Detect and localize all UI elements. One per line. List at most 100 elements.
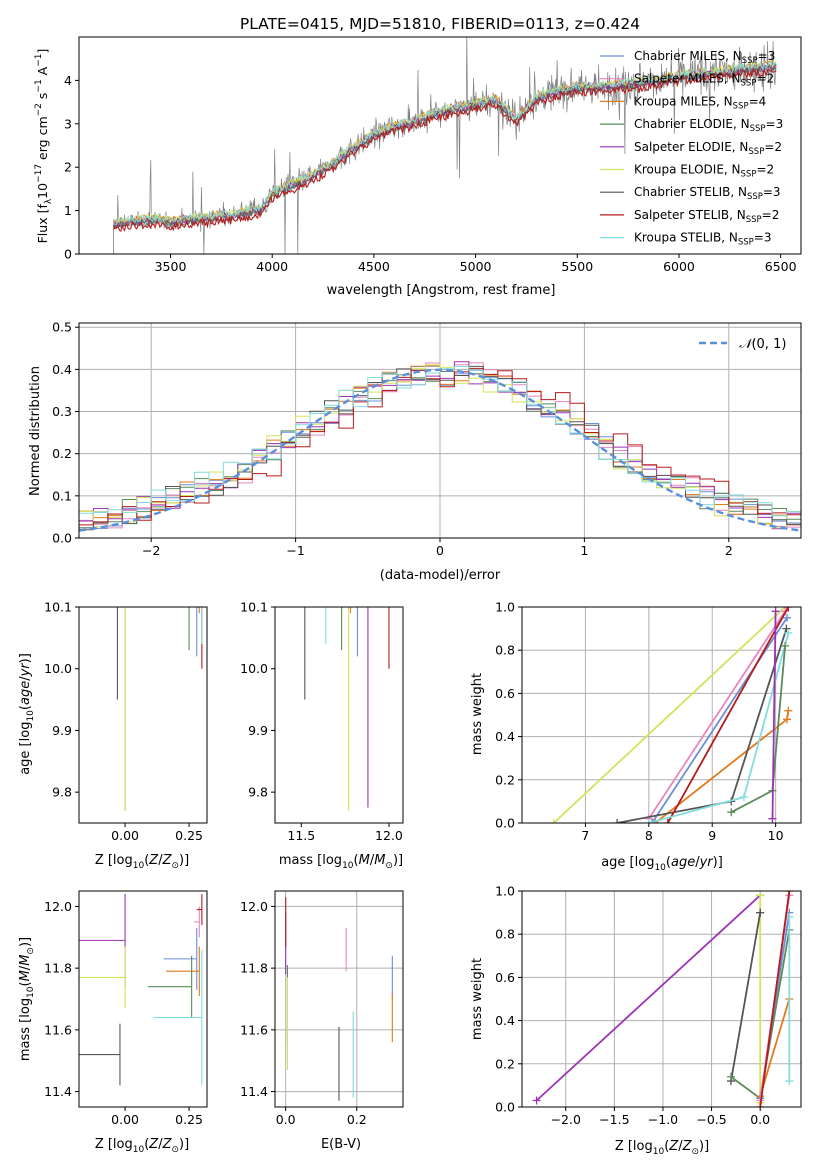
- x-tick-label: 0.25: [175, 828, 203, 843]
- errorbar-chabrier-stelib: [79, 1023, 121, 1086]
- y-tick-label: 12.0: [44, 899, 72, 914]
- mass-weight-vs-age-frame: [521, 606, 802, 824]
- weight-line-chabrier-miles: [651, 617, 788, 823]
- errorbar-salpeter-elodie: [367, 607, 369, 808]
- weight-line-salpeter-elodie: [771, 611, 777, 819]
- errorbar-kroupa-elodie: [348, 607, 350, 811]
- x-tick-label: 0.00: [111, 1112, 139, 1127]
- x-tick-label: 5000: [460, 259, 492, 274]
- legend-label-kroupa-stelib: Kroupa STELIB, NSSP=3: [634, 231, 772, 248]
- y-tick-label: 12.0: [240, 899, 268, 914]
- spectrum-panel: Chabrier MILES, NSSP=3 Salpeter MILES, NS…: [34, 36, 802, 298]
- y-tick-label: 0.2: [52, 446, 72, 461]
- weight-line-salpeter-stelib: [759, 891, 791, 1107]
- errorbar-chabrier-stelib: [116, 607, 118, 700]
- weight-marker-chabrier-elodie: [781, 641, 790, 650]
- errorbar-kroupa-miles: [166, 946, 200, 996]
- mass-vs-Z-panel: 0.00 0.25 11.4 11.6 11.8 12.0 Z [log10(Z/Z⊙)]…: [18, 890, 208, 1155]
- mass-weight-vs-age-ylabel: mass weight: [470, 673, 485, 755]
- residual-ylabel: Normed distribution: [28, 366, 43, 496]
- y-tick-label: 0.2: [495, 772, 515, 787]
- spectrum-legend: Chabrier MILES, NSSP=3 Salpeter MILES, NS…: [600, 49, 783, 248]
- weight-line-salpeter-miles: [648, 610, 786, 820]
- weight-marker-kroupa-miles: [651, 819, 660, 823]
- weight-line-kroupa-miles: [759, 998, 791, 1097]
- residual-xlabel: (data-model)/error: [380, 568, 501, 583]
- y-tick-label: 0.1: [52, 488, 72, 503]
- errorbar-salpeter-stelib: [388, 607, 390, 669]
- weight-line-chabrier-stelib: [730, 912, 762, 1082]
- errorbar-kroupa-stelib: [201, 607, 203, 645]
- errorbar-kroupa-stelib: [153, 949, 203, 1086]
- weight-marker-kroupa-elodie: [756, 891, 765, 900]
- legend-label-kroupa-miles: Kroupa MILES, NSSP=4: [634, 94, 766, 111]
- x-tick-label: 3500: [155, 259, 187, 274]
- legend-label-kroupa-elodie: Kroupa ELODIE, NSSP=2: [634, 163, 774, 180]
- y-tick-label: 11.4: [240, 1084, 268, 1099]
- errorbar-chabrier-miles: [356, 607, 358, 657]
- y-tick-label: 3: [64, 116, 72, 131]
- y-tick-label: 0.8: [495, 643, 515, 658]
- y-tick-label: 0.0: [495, 816, 515, 831]
- y-tick-label: 10.0: [44, 661, 72, 676]
- mass-weight-vs-Z-frame: [521, 890, 802, 1108]
- y-tick-label: 10.0: [240, 661, 268, 676]
- errorbar-kroupa-stelib: [325, 607, 327, 645]
- weight-marker-salpeter-elodie: [768, 814, 777, 823]
- weight-marker-salpeter-stelib: [785, 891, 794, 895]
- x-tick-label: 7: [581, 828, 589, 843]
- age-vs-mass-panel: 11.5 12.0 9.8 9.9 10.0 10.1 mass [log10(M/M⊙)…: [240, 600, 404, 871]
- weight-marker-chabrier-stelib: [613, 819, 622, 823]
- x-tick-label: 11.5: [287, 828, 315, 843]
- weight-marker-chabrier-miles: [647, 819, 656, 823]
- age-vs-mass-xlabel: mass [log10(M/M⊙)]: [279, 853, 403, 871]
- x-tick-label: 10: [768, 828, 784, 843]
- mass-weight-vs-Z-ylabel: mass weight: [470, 958, 485, 1040]
- y-tick-label: 0.4: [495, 729, 515, 744]
- age-vs-Z-panel: 0.00 0.25 9.8 9.9 10.0 10.1 Z [log10(Z/Z⊙)] a…: [18, 600, 208, 871]
- age-vs-Z-ylabel: age [log10(age/yr)]: [18, 653, 36, 775]
- y-tick-label: 11.6: [44, 1022, 72, 1037]
- legend-label-salpeter-stelib: Salpeter STELIB, NSSP=2: [634, 208, 779, 225]
- y-tick-label: 9.9: [52, 723, 72, 738]
- y-tick-label: 4: [64, 73, 72, 88]
- mass-vs-EBV-frame: [274, 890, 404, 1108]
- spectrum-xlabel: wavelength [Angstrom, rest frame]: [327, 283, 556, 298]
- y-tick-label: 9.9: [248, 723, 268, 738]
- x-tick-label: 0.2: [347, 1112, 367, 1127]
- y-tick-label: 0.3: [52, 404, 72, 419]
- errorbar-chabrier-elodie: [188, 607, 190, 651]
- y-tick-label: 1.0: [495, 884, 515, 899]
- x-tick-label: 5500: [561, 259, 593, 274]
- x-tick-label: 0.00: [111, 828, 139, 843]
- spectrum-frame: [78, 36, 802, 255]
- x-tick-label: 12.0: [375, 828, 403, 843]
- x-tick-label: 9: [708, 828, 716, 843]
- residual-panel: −2 −1 0 1 2 0.0 0.1 0.2 0.3 0.4 0.5 𝒩(0, 1) (data-…: [28, 320, 802, 583]
- model-spectrum-kroupa-stelib: [113, 61, 777, 225]
- weight-marker-salpeter-elodie: [771, 607, 780, 616]
- y-tick-label: 11.8: [240, 961, 268, 976]
- y-tick-label: 0.8: [495, 927, 515, 942]
- weight-line-kroupa-elodie: [553, 607, 786, 823]
- y-tick-label: 0.2: [495, 1056, 515, 1071]
- age-vs-Z-xlabel: Z [log10(Z/Z⊙)]: [95, 853, 189, 871]
- weight-marker-chabrier-stelib: [756, 908, 765, 917]
- x-tick-label: 6000: [663, 259, 695, 274]
- legend-label-chabrier-elodie: Chabrier ELODIE, NSSP=3: [634, 117, 783, 134]
- errorbar-chabrier-miles: [196, 607, 198, 657]
- legend-label-chabrier-stelib: Chabrier STELIB, NSSP=3: [634, 185, 781, 202]
- errorbar-chabrier-elodie: [341, 607, 343, 651]
- y-tick-label: 0.4: [52, 362, 72, 377]
- x-tick-label: −2.0: [551, 1112, 581, 1127]
- spectrum-ylabel: Flux [fλ10−17 erg cm−2 s−1 A−1]: [34, 49, 54, 244]
- y-tick-label: 0: [64, 247, 72, 262]
- x-tick-label: −1: [286, 543, 304, 558]
- weight-marker-salpeter-elodie: [532, 1096, 541, 1105]
- y-tick-label: 1: [64, 203, 72, 218]
- y-tick-label: 9.8: [248, 785, 268, 800]
- y-tick-label: 11.8: [44, 961, 72, 976]
- mass-weight-vs-age-panel: 7 8 9 10 0.0 0.2 0.4 0.6 0.8 1.0 age [log10(age/y…: [470, 600, 802, 873]
- mass-vs-EBV-xlabel: E(B-V): [321, 1137, 361, 1152]
